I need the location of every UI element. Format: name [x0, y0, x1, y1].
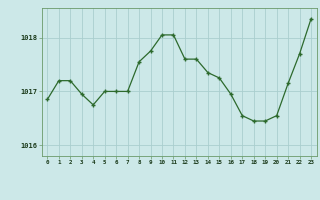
Text: Graphe pression niveau de la mer (hPa): Graphe pression niveau de la mer (hPa) — [72, 182, 248, 191]
